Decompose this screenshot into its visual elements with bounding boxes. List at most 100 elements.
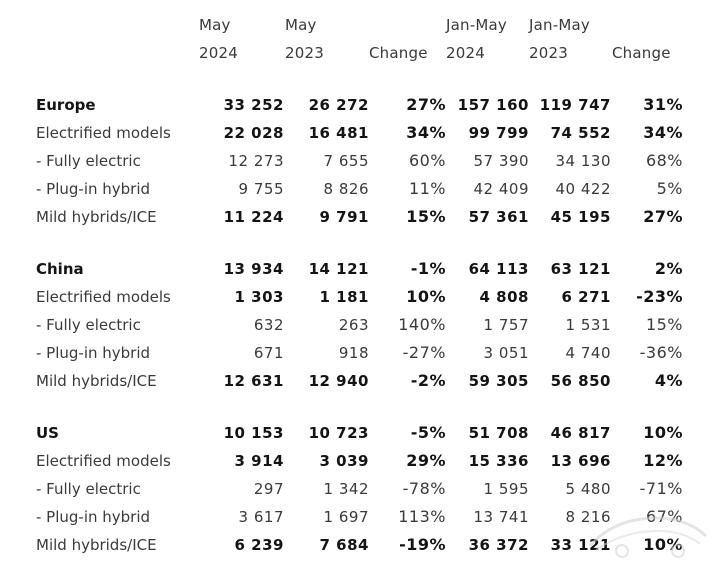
- cell-jan-may-2024: 157 160: [457, 96, 529, 114]
- header-jan-may-2023-line1: Jan-May: [529, 16, 590, 34]
- cell-may-2024: 12 273: [228, 152, 284, 170]
- cell-may-2023: 7 684: [319, 536, 369, 554]
- cell-jan-may-2023: 33 121: [550, 536, 611, 554]
- cell-may-2024: 1 303: [234, 288, 284, 306]
- cell-may-2023: 16 481: [308, 124, 369, 142]
- cell-may-2024: 3 617: [238, 508, 284, 526]
- header-may-2024-line1: May: [199, 16, 231, 34]
- cell-change-ytd: 34%: [643, 123, 683, 142]
- cell-jan-may-2024: 36 372: [468, 536, 529, 554]
- header-jan-may-2024-line2: 2024: [446, 44, 485, 62]
- cell-may-2024: 12 631: [223, 372, 284, 390]
- table-row: Electrified models 1 303 1 181 10% 4 808 6 27…: [0, 283, 718, 311]
- cell-may-2023: 918: [338, 344, 369, 362]
- cell-jan-may-2023: 8 216: [565, 508, 611, 526]
- cell-jan-may-2024: 57 390: [473, 152, 529, 170]
- row-label: Mild hybrids/ICE: [36, 536, 157, 554]
- cell-change-may: 34%: [406, 123, 446, 142]
- cell-may-2024: 9 755: [238, 180, 284, 198]
- cell-jan-may-2023: 6 271: [561, 288, 611, 306]
- cell-may-2023: 26 272: [308, 96, 369, 114]
- row-label: - Fully electric: [36, 480, 141, 498]
- row-label: - Plug-in hybrid: [36, 180, 151, 198]
- cell-may-2024: 632: [253, 316, 284, 334]
- row-label: Europe: [36, 96, 96, 114]
- cell-change-may: 140%: [398, 315, 446, 334]
- cell-may-2023: 14 121: [308, 260, 369, 278]
- cell-may-2023: 7 655: [323, 152, 369, 170]
- cell-change-may: 15%: [406, 207, 446, 226]
- cell-change-may: -5%: [410, 423, 446, 442]
- row-label: Mild hybrids/ICE: [36, 208, 157, 226]
- cell-jan-may-2023: 56 850: [550, 372, 611, 390]
- cell-change-ytd: 4%: [654, 371, 683, 390]
- cell-change-may: -78%: [402, 479, 446, 498]
- table-row: Mild hybrids/ICE 11 224 9 791 15% 57 361 45 1…: [0, 203, 718, 231]
- cell-jan-may-2023: 40 422: [555, 180, 611, 198]
- table-row: China 13 934 14 121 -1% 64 113 63 121 2%: [0, 255, 718, 283]
- cell-jan-may-2024: 42 409: [473, 180, 529, 198]
- cell-jan-may-2023: 1 531: [565, 316, 611, 334]
- cell-jan-may-2024: 64 113: [468, 260, 529, 278]
- cell-may-2023: 3 039: [319, 452, 369, 470]
- table-row: Mild hybrids/ICE 6 239 7 684 -19% 36 372 33 1…: [0, 531, 718, 559]
- row-label: China: [36, 260, 84, 278]
- row-label: - Fully electric: [36, 316, 141, 334]
- row-label: Electrified models: [36, 288, 171, 306]
- cell-jan-may-2023: 4 740: [565, 344, 611, 362]
- cell-may-2023: 8 826: [323, 180, 369, 198]
- table-row: Mild hybrids/ICE 12 631 12 940 -2% 59 305 56 …: [0, 367, 718, 395]
- row-label: - Fully electric: [36, 152, 141, 170]
- cell-change-may: 11%: [408, 179, 446, 198]
- cell-change-ytd: -71%: [639, 479, 683, 498]
- cell-change-may: -27%: [402, 343, 446, 362]
- cell-may-2024: 22 028: [223, 124, 284, 142]
- header-may-2023-line1: May: [285, 16, 317, 34]
- cell-may-2023: 1 181: [319, 288, 369, 306]
- cell-change-ytd: -23%: [636, 287, 683, 306]
- row-label: Electrified models: [36, 452, 171, 470]
- cell-change-ytd: 27%: [643, 207, 683, 226]
- cell-may-2023: 1 342: [323, 480, 369, 498]
- row-label: Mild hybrids/ICE: [36, 372, 157, 390]
- cell-change-may: -1%: [410, 259, 446, 278]
- cell-change-ytd: 68%: [645, 151, 683, 170]
- header-change-ytd: Change: [612, 44, 671, 62]
- cell-change-may: 10%: [406, 287, 446, 306]
- row-label: - Plug-in hybrid: [36, 344, 151, 362]
- cell-jan-may-2024: 99 799: [468, 124, 529, 142]
- cell-change-ytd: 31%: [643, 95, 683, 114]
- row-label: Electrified models: [36, 124, 171, 142]
- cell-change-ytd: 67%: [645, 507, 683, 526]
- cell-jan-may-2023: 13 696: [550, 452, 611, 470]
- table-row: Europe 33 252 26 272 27% 157 160 119 747 31%: [0, 91, 718, 119]
- cell-may-2024: 297: [253, 480, 284, 498]
- cell-may-2024: 10 153: [223, 424, 284, 442]
- table-row: - Fully electric 297 1 342 -78% 1 595 5 480 -7…: [0, 475, 718, 503]
- cell-change-may: 27%: [406, 95, 446, 114]
- cell-jan-may-2024: 15 336: [468, 452, 529, 470]
- cell-may-2023: 10 723: [308, 424, 369, 442]
- cell-change-ytd: 10%: [643, 535, 683, 554]
- header-jan-may-2023-line2: 2023: [529, 44, 568, 62]
- table-row: - Fully electric 632 263 140% 1 757 1 531 15%: [0, 311, 718, 339]
- cell-may-2023: 1 697: [323, 508, 369, 526]
- cell-change-may: -2%: [410, 371, 446, 390]
- cell-jan-may-2024: 57 361: [468, 208, 529, 226]
- cell-jan-may-2023: 74 552: [550, 124, 611, 142]
- cell-change-ytd: 5%: [656, 179, 683, 198]
- cell-may-2023: 263: [338, 316, 369, 334]
- row-label: - Plug-in hybrid: [36, 508, 151, 526]
- cell-change-ytd: -36%: [639, 343, 683, 362]
- cell-may-2024: 3 914: [234, 452, 284, 470]
- cell-change-ytd: 12%: [643, 451, 683, 470]
- table-row: Electrified models 22 028 16 481 34% 99 799 7…: [0, 119, 718, 147]
- table-row: - Plug-in hybrid 3 617 1 697 113% 13 741 8 21…: [0, 503, 718, 531]
- cell-change-ytd: 10%: [643, 423, 683, 442]
- row-label: US: [36, 424, 59, 442]
- cell-may-2024: 33 252: [223, 96, 284, 114]
- header-change-may: Change: [369, 44, 428, 62]
- cell-change-ytd: 15%: [645, 315, 683, 334]
- cell-may-2024: 6 239: [234, 536, 284, 554]
- table-row: - Plug-in hybrid 671 918 -27% 3 051 4 740 -36%: [0, 339, 718, 367]
